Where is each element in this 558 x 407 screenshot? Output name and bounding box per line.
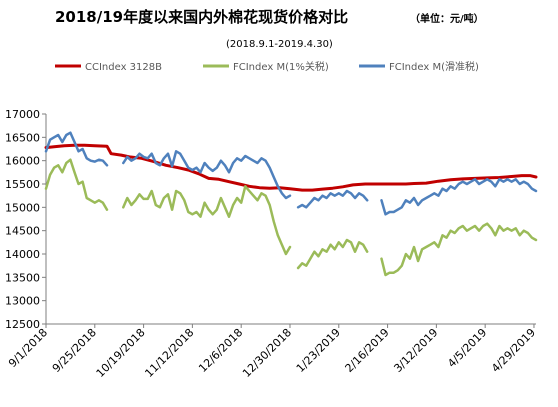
y-tick-label: 13000: [5, 295, 40, 308]
x-tick-label: 10/19/2018: [94, 326, 148, 380]
x-tick-label: 9/1/2018: [6, 326, 50, 370]
x-tick-label: 4/5/2019: [445, 326, 489, 370]
legend: CCIndex 3128B FCIndex M(1%关税) FCIndex M(滑准…: [55, 60, 479, 73]
y-tick-label: 16000: [5, 155, 40, 168]
legend-label-2: FCIndex M(1%关税): [233, 60, 329, 73]
series-line-1: [44, 143, 538, 192]
series-group: [44, 131, 538, 277]
x-tick-label: 11/12/2018: [142, 326, 196, 380]
x-tick-label: 12/6/2018: [196, 326, 245, 375]
y-tick-label: 12500: [5, 318, 40, 331]
x-tick-label: 1/23/2019: [294, 326, 343, 375]
y-tick-label: 15000: [5, 201, 40, 214]
axes: 12500 13000 13500 14000 14500 15000 15500 16000…: [5, 108, 538, 380]
y-tick-label: 16500: [5, 131, 40, 144]
x-tick-label: 3/12/2019: [391, 326, 440, 375]
x-tick-label: 4/29/2019: [489, 326, 538, 375]
x-tick-label: 2/16/2019: [343, 326, 392, 375]
chart-subtitle: (2018.9.1-2019.4.30): [226, 39, 333, 50]
y-tick-label: 14500: [5, 225, 40, 238]
legend-label-1: CCIndex 3128B: [85, 62, 162, 73]
x-tick-label: 9/25/2018: [50, 326, 99, 375]
y-tick-label: 14000: [5, 248, 40, 261]
y-tick-label: 15500: [5, 178, 40, 191]
y-tick-label: 17000: [5, 108, 40, 121]
chart-title: 2018/19年度以来国内外棉花现货价格对比: [55, 8, 348, 26]
legend-label-3: FCIndex M(滑准税): [389, 60, 479, 73]
y-tick-label: 13500: [5, 271, 40, 284]
series-line-2: [44, 158, 538, 277]
series-line-3: [44, 131, 538, 216]
x-tick-label: 12/30/2018: [240, 326, 294, 380]
unit-note: （单位：元/吨）: [410, 12, 484, 25]
